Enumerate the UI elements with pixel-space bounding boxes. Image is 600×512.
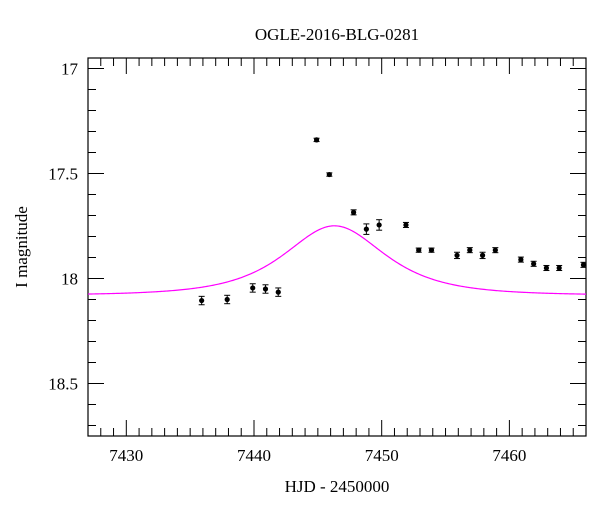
- data-point: [363, 223, 370, 235]
- data-point: [479, 251, 486, 260]
- y-tick-label: 18.5: [48, 375, 78, 394]
- data-point: [224, 294, 231, 305]
- data-point: [492, 247, 499, 254]
- point-marker: [326, 171, 332, 178]
- data-point: [556, 264, 563, 272]
- point-marker: [580, 262, 587, 268]
- point-marker: [351, 209, 357, 215]
- point-marker: [454, 252, 460, 258]
- data-point: [543, 264, 550, 272]
- point-marker: [543, 265, 550, 271]
- plot-frame: [87, 57, 587, 437]
- point-marker: [262, 286, 269, 292]
- point-marker: [556, 265, 562, 271]
- point-marker: [199, 297, 205, 304]
- y-tick-label: 18: [61, 270, 78, 289]
- point-marker: [416, 247, 422, 253]
- point-marker: [275, 289, 281, 295]
- point-marker: [376, 222, 382, 228]
- data-point: [350, 209, 357, 216]
- data-point: [580, 261, 587, 268]
- x-tick-label: 7450: [365, 446, 399, 465]
- axis-ticks: [87, 58, 587, 436]
- point-marker: [518, 257, 524, 263]
- point-marker: [363, 226, 369, 232]
- point-marker: [492, 247, 498, 253]
- point-marker: [428, 247, 435, 253]
- y-axis-label: I magnitude: [12, 206, 31, 288]
- y-tick-label: 17: [61, 60, 79, 79]
- x-tick-label: 7430: [109, 446, 143, 465]
- data-point: [428, 247, 435, 253]
- data-points: [198, 137, 587, 306]
- point-marker: [224, 296, 230, 303]
- data-point: [517, 256, 524, 263]
- data-point: [313, 137, 320, 143]
- data-point: [466, 247, 473, 254]
- y-tick-label: 17.5: [48, 165, 78, 184]
- data-point: [262, 284, 269, 294]
- x-tick-label: 7440: [237, 446, 271, 465]
- data-point: [326, 171, 333, 178]
- point-marker: [403, 222, 409, 228]
- point-marker: [250, 285, 256, 291]
- point-marker: [313, 137, 320, 143]
- point-marker: [531, 261, 537, 267]
- x-axis-label: HJD - 2450000: [285, 477, 390, 496]
- point-marker: [479, 252, 486, 258]
- data-point: [376, 219, 383, 231]
- data-point: [530, 260, 537, 267]
- data-point: [415, 247, 422, 253]
- data-point: [402, 221, 409, 228]
- data-point: [275, 287, 282, 297]
- model-curve: [87, 225, 587, 295]
- tick-labels: 7430 7440 7450 7460 17 17.5 18 18.5: [48, 60, 526, 466]
- data-point: [454, 251, 461, 260]
- data-point: [198, 295, 205, 306]
- x-tick-label: 7460: [492, 446, 526, 465]
- data-point: [249, 283, 256, 293]
- chart-title: OGLE-2016-BLG-0281: [255, 25, 419, 44]
- point-marker: [467, 247, 473, 253]
